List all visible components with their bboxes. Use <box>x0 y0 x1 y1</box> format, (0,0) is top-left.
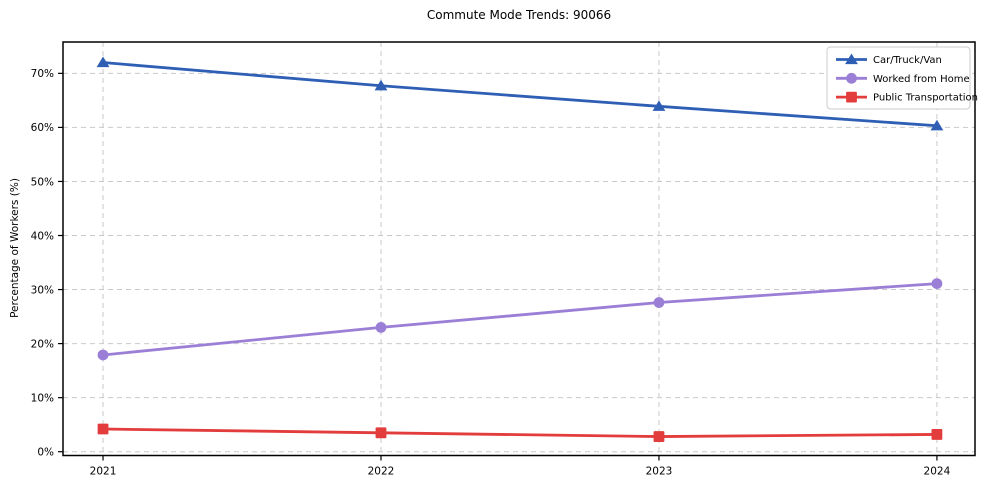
triangle-marker-icon <box>652 100 666 111</box>
circle-marker-icon <box>931 278 943 290</box>
y-tick-label: 30% <box>31 284 54 296</box>
y-axis-label: Percentage of Workers (%) <box>9 178 21 318</box>
plot-border <box>62 41 976 457</box>
legend-label: Car/Truck/Van <box>873 55 942 66</box>
legend-item: Car/Truck/Van <box>836 53 942 66</box>
circle-marker-icon <box>97 349 109 361</box>
y-tick-label: 10% <box>31 392 54 404</box>
x-tick-label: 2021 <box>90 466 117 478</box>
legend: Car/Truck/Van Worked from Home Public Tran… <box>826 46 978 110</box>
square-marker-icon <box>846 91 857 103</box>
legend-box <box>826 46 971 110</box>
series-line <box>101 427 939 438</box>
circle-marker-icon <box>653 297 665 308</box>
y-tick-label: 40% <box>31 230 54 242</box>
plot-area <box>63 42 975 456</box>
series-line <box>101 61 939 128</box>
triangle-marker-icon <box>845 53 858 65</box>
triangle-marker-icon <box>930 119 944 131</box>
series-public-transportation <box>97 423 943 442</box>
y-tick-label: 50% <box>31 176 54 188</box>
series-car-truck-van <box>96 56 944 131</box>
legend-label: Worked from Home <box>873 74 970 85</box>
chart-title: Commute Mode Trends: 90066 <box>426 8 612 22</box>
x-tick-label: 2022 <box>368 466 395 478</box>
circle-marker-icon <box>846 72 857 84</box>
square-marker-icon <box>375 427 387 439</box>
legend-item: Public Transportation <box>836 91 978 104</box>
series-worked-from-home <box>97 278 943 361</box>
square-marker-icon <box>931 429 943 440</box>
y-tick-label: 60% <box>31 122 54 134</box>
square-marker-icon <box>97 423 109 435</box>
triangle-marker-icon <box>96 56 110 68</box>
circle-marker-icon <box>375 321 387 333</box>
legend-label: Public Transportation <box>873 93 978 104</box>
x-tick-label: 2023 <box>646 466 673 478</box>
y-tick-label: 0% <box>37 447 54 459</box>
square-marker-icon <box>653 431 665 442</box>
legend-item: Worked from Home <box>836 72 970 85</box>
series-line <box>101 282 939 357</box>
y-tick-label: 20% <box>31 338 54 350</box>
y-tick-label: 70% <box>31 68 54 80</box>
x-tick-label: 2024 <box>924 466 951 478</box>
triangle-marker-icon <box>374 79 388 91</box>
